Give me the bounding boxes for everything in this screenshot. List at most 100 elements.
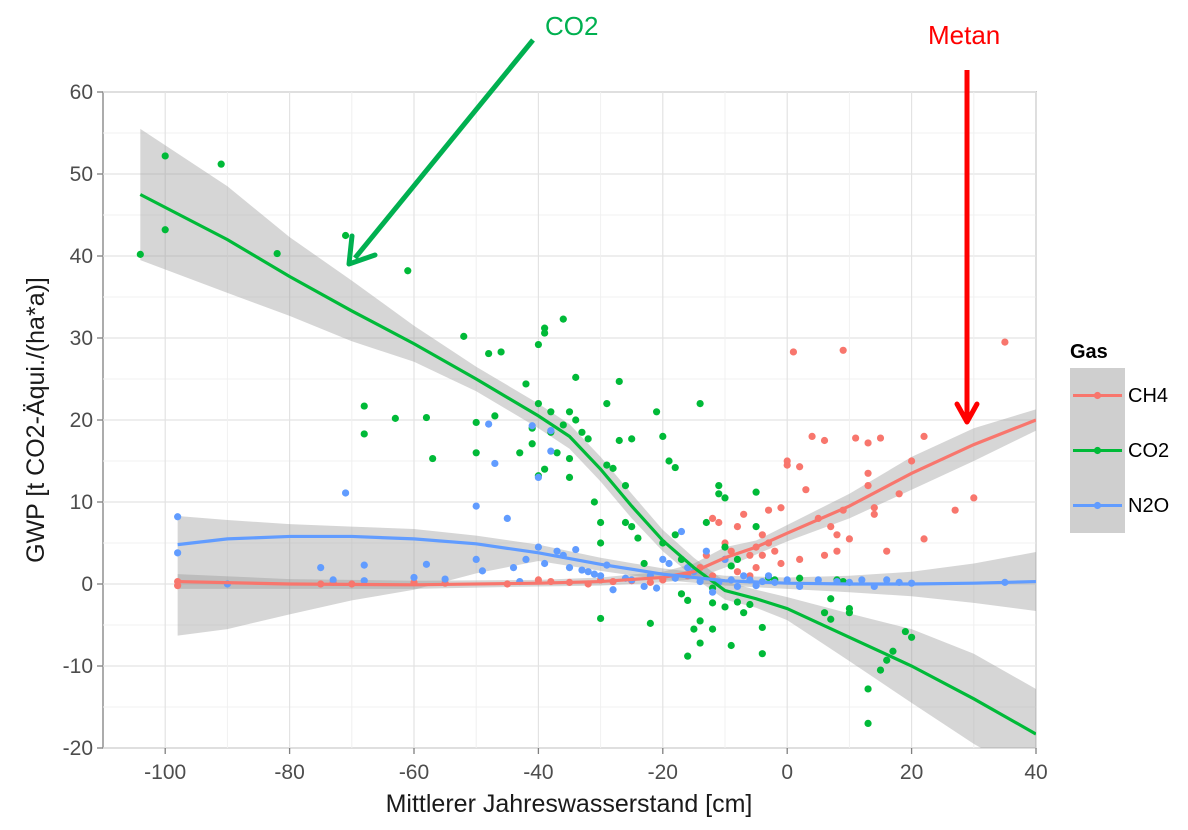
data-point-ch4 — [740, 511, 747, 518]
data-point-n2o — [485, 421, 492, 428]
data-point-co2 — [541, 466, 548, 473]
data-point-n2o — [765, 572, 772, 579]
data-point-ch4 — [864, 439, 871, 446]
y-tick-label: 10 — [70, 491, 93, 514]
data-point-co2 — [653, 408, 660, 415]
data-point-n2o — [553, 548, 560, 555]
data-point-co2 — [585, 435, 592, 442]
data-point-ch4 — [821, 552, 828, 559]
data-point-ch4 — [952, 507, 959, 514]
data-point-co2 — [423, 414, 430, 421]
y-axis-title: GWP [t CO2-Äqui./(ha*a)] — [22, 277, 50, 563]
data-point-co2 — [641, 560, 648, 567]
data-point-co2 — [721, 544, 728, 551]
data-point-co2 — [821, 609, 828, 616]
data-point-ch4 — [746, 552, 753, 559]
data-point-ch4 — [871, 504, 878, 511]
data-point-n2o — [479, 567, 486, 574]
data-point-co2 — [162, 152, 169, 159]
data-point-co2 — [603, 400, 610, 407]
data-point-co2 — [709, 626, 716, 633]
data-point-co2 — [796, 575, 803, 582]
data-point-co2 — [560, 316, 567, 323]
x-axis-title: Mittlerer Jahreswasserstand [cm] — [386, 790, 753, 818]
data-point-n2o — [330, 576, 337, 583]
data-point-co2 — [672, 531, 679, 538]
data-point-co2 — [566, 455, 573, 462]
data-point-co2 — [622, 519, 629, 526]
data-point-co2 — [740, 609, 747, 616]
data-point-co2 — [721, 603, 728, 610]
legend-key-point — [1094, 447, 1101, 454]
data-point-ch4 — [802, 486, 809, 493]
data-point-co2 — [491, 412, 498, 419]
data-point-n2o — [529, 422, 536, 429]
data-point-co2 — [634, 534, 641, 541]
data-point-co2 — [529, 440, 536, 447]
data-point-n2o — [535, 474, 542, 481]
data-point-co2 — [864, 685, 871, 692]
data-point-n2o — [572, 546, 579, 553]
data-point-co2 — [460, 333, 467, 340]
data-point-ch4 — [883, 548, 890, 555]
data-point-co2 — [672, 464, 679, 471]
data-point-co2 — [864, 720, 871, 727]
data-point-co2 — [609, 465, 616, 472]
data-point-n2o — [609, 586, 616, 593]
data-point-co2 — [572, 374, 579, 381]
data-point-co2 — [734, 598, 741, 605]
legend-title: Gas — [1070, 341, 1108, 363]
data-point-co2 — [603, 462, 610, 469]
data-point-co2 — [566, 408, 573, 415]
data-point-co2 — [473, 419, 480, 426]
data-point-co2 — [516, 449, 523, 456]
data-point-co2 — [628, 435, 635, 442]
data-point-co2 — [541, 325, 548, 332]
plot-panel — [103, 92, 1036, 779]
data-point-ch4 — [970, 494, 977, 501]
data-point-n2o — [547, 427, 554, 434]
data-point-ch4 — [1001, 339, 1008, 346]
data-point-n2o — [317, 564, 324, 571]
data-point-n2o — [641, 583, 648, 590]
data-point-co2 — [759, 624, 766, 631]
y-tick-label: -10 — [63, 655, 93, 678]
data-point-co2 — [665, 457, 672, 464]
data-point-co2 — [647, 620, 654, 627]
data-point-co2 — [591, 498, 598, 505]
data-point-ch4 — [833, 531, 840, 538]
data-point-co2 — [846, 609, 853, 616]
data-point-ch4 — [734, 568, 741, 575]
legend-key-point — [1094, 502, 1101, 509]
data-point-co2 — [697, 400, 704, 407]
data-point-ch4 — [753, 564, 760, 571]
data-point-co2 — [728, 642, 735, 649]
data-point-ch4 — [852, 434, 859, 441]
legend: Gas CH4 CO2 N2O — [1070, 341, 1169, 533]
legend-key-point — [1094, 392, 1101, 399]
data-point-n2o — [535, 544, 542, 551]
data-point-co2 — [659, 433, 666, 440]
data-point-ch4 — [759, 552, 766, 559]
x-tick-label: 20 — [900, 761, 923, 784]
data-point-co2 — [709, 599, 716, 606]
data-point-co2 — [485, 350, 492, 357]
data-point-n2o — [578, 566, 585, 573]
data-point-n2o — [665, 560, 672, 567]
data-point-co2 — [361, 402, 368, 409]
data-point-ch4 — [784, 457, 791, 464]
data-point-co2 — [392, 415, 399, 422]
y-tick-label: 60 — [70, 81, 93, 104]
data-point-co2 — [535, 400, 542, 407]
data-point-ch4 — [759, 531, 766, 538]
data-point-n2o — [174, 549, 181, 556]
data-point-co2 — [429, 455, 436, 462]
data-point-co2 — [497, 348, 504, 355]
data-point-co2 — [597, 539, 604, 546]
legend-item-co2: CO2 — [1070, 423, 1169, 478]
data-point-co2 — [572, 416, 579, 423]
data-point-n2o — [361, 562, 368, 569]
data-point-co2 — [678, 590, 685, 597]
data-point-co2 — [684, 597, 691, 604]
